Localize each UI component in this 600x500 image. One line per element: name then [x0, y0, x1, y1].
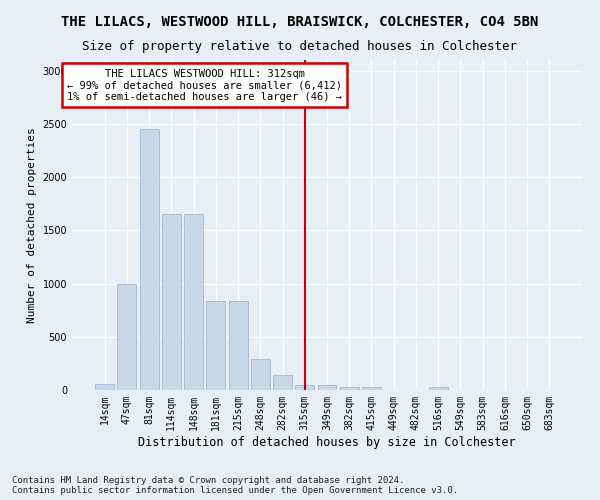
Bar [362, 387, 381, 390]
Y-axis label: Number of detached properties: Number of detached properties [27, 127, 37, 323]
Text: Size of property relative to detached houses in Colchester: Size of property relative to detached ho… [83, 40, 517, 53]
Bar [95, 384, 114, 390]
Bar [295, 384, 314, 390]
Bar [184, 214, 203, 390]
Text: THE LILACS, WESTWOOD HILL, BRAISWICK, COLCHESTER, CO4 5BN: THE LILACS, WESTWOOD HILL, BRAISWICK, CO… [61, 15, 539, 29]
X-axis label: Distribution of detached houses by size in Colchester: Distribution of detached houses by size … [138, 436, 516, 448]
Bar [118, 284, 136, 390]
Text: Contains HM Land Registry data © Crown copyright and database right 2024.
Contai: Contains HM Land Registry data © Crown c… [12, 476, 458, 495]
Bar [340, 387, 359, 390]
Bar [162, 214, 181, 390]
Bar [429, 387, 448, 390]
Bar [206, 300, 225, 390]
Bar [229, 300, 248, 390]
Bar [273, 375, 292, 390]
Bar [251, 358, 270, 390]
Text: THE LILACS WESTWOOD HILL: 312sqm
← 99% of detached houses are smaller (6,412)
1%: THE LILACS WESTWOOD HILL: 312sqm ← 99% o… [67, 68, 342, 102]
Bar [140, 129, 158, 390]
Bar [317, 384, 337, 390]
